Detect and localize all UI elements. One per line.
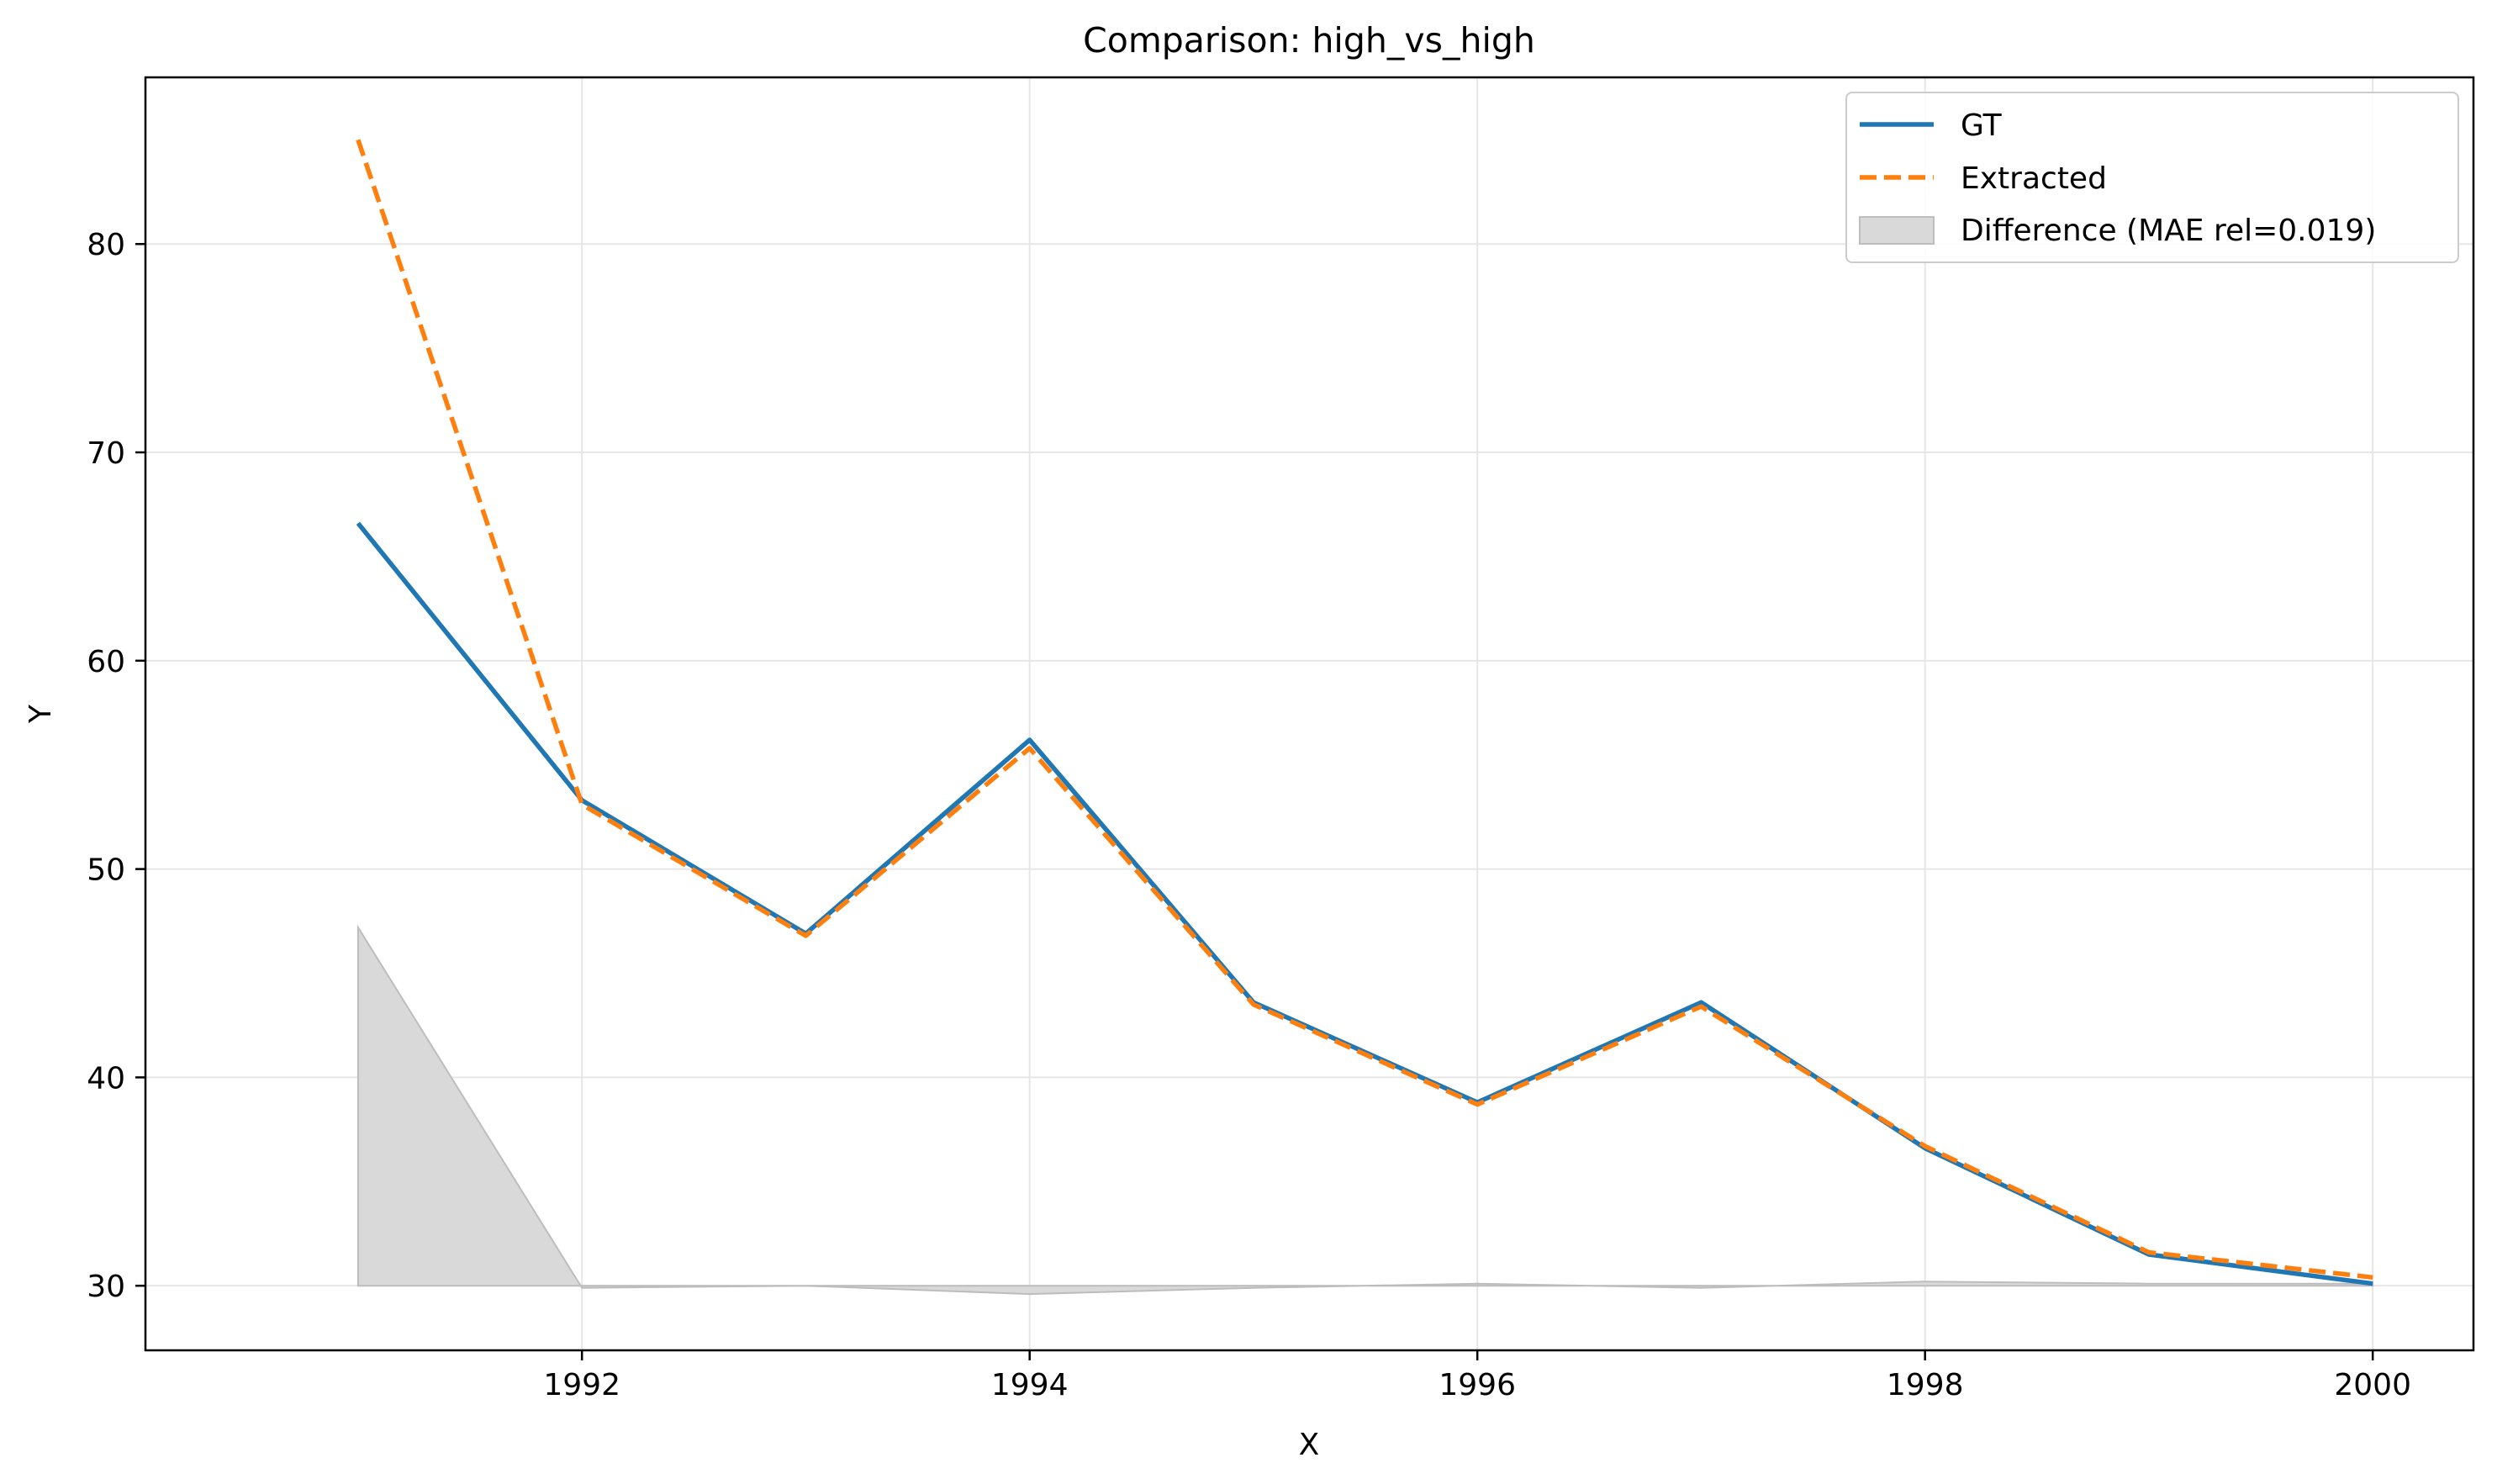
y-axis-label: Y (24, 704, 58, 724)
series-line-extracted (356, 139, 2373, 1281)
x-tick-label-1992: 1992 (543, 1368, 620, 1402)
y-tick-label-40: 40 (87, 1061, 125, 1096)
difference-area-layer (356, 924, 2374, 1296)
chart-title: Comparison: high_vs_high (1083, 20, 1535, 61)
x-tick-label-1996: 1996 (1439, 1368, 1516, 1402)
y-tick-label-80: 80 (87, 228, 125, 262)
legend-box (1845, 92, 2459, 263)
x-axis-label: X (1299, 1428, 1320, 1462)
x-tick-label-1998: 1998 (1887, 1368, 1964, 1402)
legend: GT Extracted Difference (MAE rel=0.019) (1845, 92, 2459, 263)
x-tick-label-2000: 2000 (2334, 1368, 2411, 1402)
legend-difference-swatch (1859, 216, 1935, 245)
y-ticks: 30 40 50 60 70 80 (87, 228, 145, 1304)
x-ticks: 1992 1994 1996 1998 2000 (543, 1350, 2411, 1402)
plot-frame (144, 76, 2475, 1352)
x-tick-label-1994: 1994 (991, 1368, 1069, 1402)
legend-difference-label: Difference (MAE rel=0.019) (1961, 214, 2376, 248)
y-tick-label-50: 50 (87, 853, 125, 888)
y-tick-label-30: 30 (87, 1270, 125, 1304)
legend-gt-label: GT (1961, 108, 2003, 143)
legend-extracted-label: Extracted (1961, 161, 2107, 196)
difference-area (356, 924, 2374, 1296)
series-layer (356, 139, 2373, 1286)
y-tick-label-70: 70 (87, 436, 125, 471)
y-tick-label-60: 60 (87, 645, 125, 679)
